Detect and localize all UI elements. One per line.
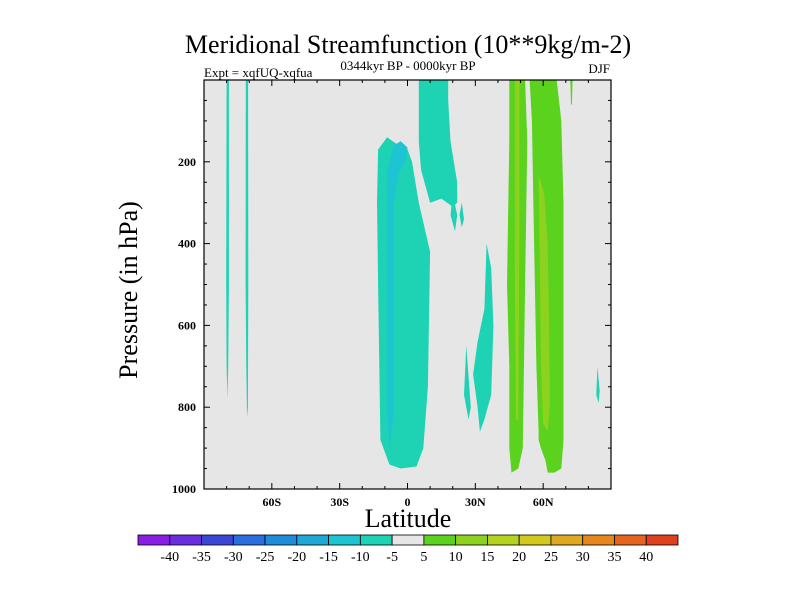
colorbar-swatch — [264, 534, 298, 546]
contour-region-ne-low-lat-negative-1 — [464, 345, 471, 420]
colorbar-label: 15 — [480, 550, 494, 565]
colorbar-label: 5 — [420, 550, 427, 565]
x-axis-ticks: 60S 30S 0 30N 60N — [203, 80, 612, 509]
colorbar-label: 30 — [576, 550, 590, 565]
colorbar-swatch — [487, 534, 520, 546]
chart-subtitle-center: 0344kyr BP - 0000kyr BP — [340, 58, 475, 73]
y-axis-title: Pressure (in hPa) — [114, 201, 143, 379]
colorbar-swatch — [455, 534, 488, 546]
contour-region-sh-high-lat-streak-1 — [226, 80, 229, 399]
colorbar-label: 20 — [512, 550, 526, 565]
colorbar-swatch — [201, 534, 234, 546]
colorbar-label: -25 — [256, 550, 275, 565]
chart-subtitle-left: Expt = xqfUQ-xqfua — [204, 65, 313, 80]
colorbar-label: 10 — [449, 550, 463, 565]
colorbar-label: -10 — [351, 550, 370, 565]
contour-region-nh-far-negative — [596, 366, 600, 404]
colorbar-label: -30 — [224, 550, 243, 565]
y-tick-label: 800 — [178, 400, 196, 414]
contour-region-nh-positive-cell-1-core — [514, 80, 520, 420]
colorbar-swatch — [296, 534, 329, 546]
colorbar-label: -35 — [192, 550, 211, 565]
colorbar: -40 -35 -30 -25 -20 -15 -10 -5 5 10 15 20 25 30 35 40 — [137, 534, 679, 565]
colorbar-swatch — [169, 534, 202, 546]
contour-region-ne-low-lat-negative-2 — [473, 243, 494, 432]
contour-region-nh-small-positive — [570, 80, 573, 105]
colorbar-swatch — [645, 534, 679, 546]
colorbar-label: -15 — [319, 550, 338, 565]
colorbar-swatch — [582, 534, 615, 546]
colorbar-label: 35 — [607, 550, 621, 565]
x-tick-label: 60S — [262, 495, 281, 509]
y-axis-ticks: 200 400 600 800 1000 — [172, 99, 611, 496]
x-axis-title: Latitude — [365, 504, 452, 533]
contour-region-tropical-negative-cell-core — [387, 141, 408, 449]
chart-subtitle-right: DJF — [588, 61, 610, 76]
colorbar-label: 40 — [639, 550, 653, 565]
y-tick-label: 600 — [178, 318, 196, 332]
colorbar-label: -20 — [287, 550, 306, 565]
colorbar-swatch — [550, 534, 584, 546]
x-tick-label: 60N — [533, 495, 554, 509]
y-tick-label: 400 — [178, 237, 196, 251]
colorbar-label: -5 — [386, 550, 398, 565]
contour-region-small-cell-18n-1 — [450, 194, 458, 232]
colorbar-swatch — [359, 534, 393, 546]
colorbar-swatch — [423, 534, 457, 546]
colorbar-swatch — [614, 534, 647, 546]
chart-title: Meridional Streamfunction (10**9kg/m-2) — [185, 30, 631, 59]
x-tick-label: 0 — [405, 495, 411, 509]
y-tick-label: 1000 — [172, 482, 196, 496]
contour-regions — [226, 80, 600, 473]
colorbar-swatch — [137, 534, 171, 546]
colorbar-swatch — [391, 534, 425, 546]
colorbar-swatch — [232, 534, 266, 546]
colorbar-swatch — [328, 534, 361, 546]
contour-region-nh-positive-cell-2-core — [538, 174, 550, 432]
contour-region-upper-eq-negative-lobe — [418, 80, 458, 207]
contour-region-small-cell-18n-2 — [459, 202, 464, 228]
contour-region-sh-high-lat-streak-2 — [245, 80, 249, 418]
colorbar-swatch — [518, 534, 552, 546]
colorbar-label: 25 — [544, 550, 558, 565]
colorbar-label: -40 — [160, 550, 179, 565]
x-tick-label: 30N — [465, 495, 486, 509]
x-tick-label: 30S — [330, 495, 349, 509]
y-tick-label: 200 — [178, 155, 196, 169]
